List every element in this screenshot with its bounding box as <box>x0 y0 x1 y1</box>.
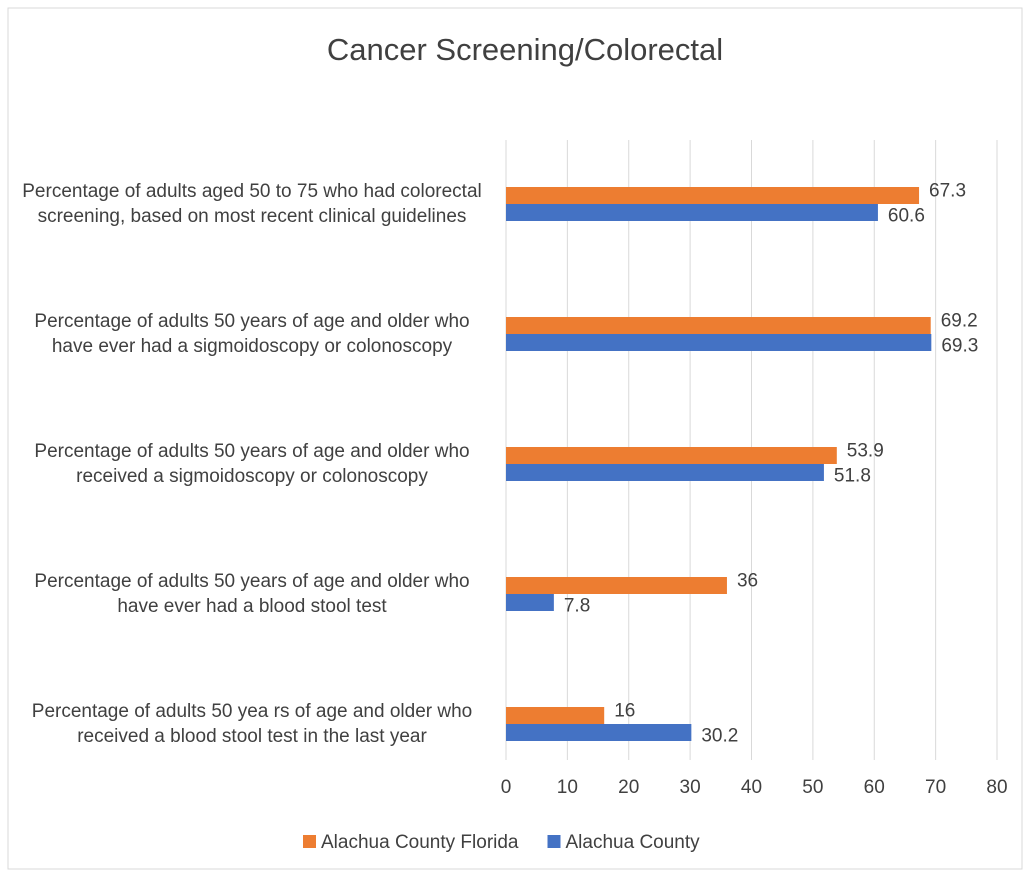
data-label: 53.9 <box>847 441 884 462</box>
bar <box>506 707 605 724</box>
x-tick-label: 70 <box>925 777 946 798</box>
x-tick-label: 50 <box>802 777 823 798</box>
x-tick-label: 30 <box>680 777 701 798</box>
bar <box>506 204 878 221</box>
y-tick-label: Percentage of adults 50 years of age and… <box>34 571 470 617</box>
chart-title: Cancer Screening/Colorectal <box>327 32 723 67</box>
bar <box>506 577 727 594</box>
data-label: 36 <box>737 571 758 592</box>
bar <box>506 594 554 611</box>
y-tick-label: Percentage of adults 50 yea rs of age an… <box>31 701 473 747</box>
data-label: 67.3 <box>929 181 966 202</box>
bar <box>506 724 692 741</box>
y-tick-label: Percentage of adults aged 50 to 75 who h… <box>22 181 482 227</box>
bar <box>506 447 837 464</box>
y-tick-label: Percentage of adults 50 years of age and… <box>34 441 470 487</box>
data-label: 7.8 <box>564 596 590 617</box>
legend-swatch <box>303 835 316 848</box>
bar <box>506 334 932 351</box>
x-tick-label: 80 <box>986 777 1007 798</box>
y-tick-label: Percentage of adults 50 years of age and… <box>34 311 470 357</box>
data-label: 69.2 <box>941 311 978 332</box>
legend-label: Alachua County <box>566 832 701 853</box>
x-tick-label: 10 <box>557 777 578 798</box>
bar <box>506 187 920 204</box>
data-label: 16 <box>614 701 635 722</box>
x-tick-label: 40 <box>741 777 762 798</box>
bar <box>506 464 824 481</box>
legend-swatch <box>547 835 561 848</box>
bar <box>506 317 931 334</box>
x-tick-label: 20 <box>618 777 639 798</box>
data-label: 51.8 <box>834 466 871 487</box>
data-label: 69.3 <box>941 336 978 357</box>
x-tick-label: 60 <box>864 777 885 798</box>
x-tick-label: 0 <box>501 777 512 798</box>
legend-label: Alachua County Florida <box>321 832 519 853</box>
data-label: 30.2 <box>701 726 738 747</box>
data-label: 60.6 <box>888 206 925 227</box>
